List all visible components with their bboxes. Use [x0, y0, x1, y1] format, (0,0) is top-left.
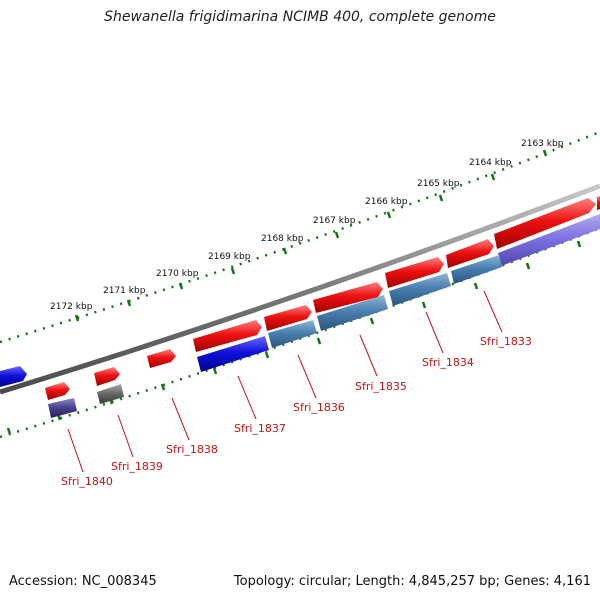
- genome-summary: Topology: circular; Length: 4,845,257 bp…: [233, 574, 591, 589]
- scale-label: 2169 kbp: [208, 252, 251, 262]
- forward-gene-arrow: [147, 349, 176, 368]
- scale-label: 2167 kbp: [313, 216, 356, 226]
- gene-label: Sfri_1837: [234, 422, 286, 435]
- scale-label: 2163 kbp: [521, 139, 564, 149]
- gene-label: Sfri_1840: [61, 475, 113, 488]
- scale-label: 2171 kbp: [103, 286, 146, 296]
- reverse-gene-arrow: [197, 336, 269, 372]
- forward-gene-arrow: [313, 282, 383, 313]
- gene-label: Sfri_1833: [480, 335, 532, 348]
- forward-gene-arrow: [45, 382, 70, 400]
- reverse-cds-feature: [48, 398, 77, 418]
- forward-gene-arrow: [264, 305, 312, 331]
- reverse-cds-feature: [498, 214, 600, 266]
- gene-label: Sfri_1839: [111, 460, 163, 473]
- reverse-cds-feature: [317, 295, 388, 331]
- scale-label: 2168 kbp: [261, 234, 304, 244]
- forward-gene-arrow: [385, 257, 444, 288]
- scale-label: 2166 kbp: [365, 197, 408, 207]
- reverse-cds-feature: [389, 273, 451, 306]
- forward-gene-arrow: [193, 320, 262, 352]
- gene-label: Sfri_1835: [355, 380, 407, 393]
- label-leaders: [67, 290, 503, 473]
- gene-label: Sfri_1836: [293, 401, 345, 414]
- scale-major-ticks: [74, 149, 548, 322]
- scale-label: 2164 kbp: [469, 158, 512, 168]
- reverse-cds-feature: [97, 384, 124, 404]
- forward-gene-arrow: [494, 198, 596, 249]
- accession-label: Accession: NC_008345: [9, 574, 157, 589]
- reverse-gene-arrow: [0, 366, 27, 387]
- scale-ruler: [0, 130, 600, 344]
- reverse-cds-feature: [268, 320, 317, 348]
- scale-label: 2172 kbp: [50, 302, 93, 312]
- genome-backbone: [0, 183, 600, 395]
- gene-label: Sfri_1834: [422, 356, 474, 369]
- inner-major-ticks: [6, 240, 582, 435]
- scale-label: 2165 kbp: [417, 179, 460, 189]
- forward-gene-arrow: [446, 239, 494, 268]
- forward-gene-arrow: [597, 196, 600, 210]
- gene-label: Sfri_1838: [166, 443, 218, 456]
- inner-scale-ruler: [0, 226, 600, 439]
- map-title: Shewanella frigidimarina NCIMB 400, comp…: [104, 9, 496, 25]
- forward-gene-arrow: [94, 367, 120, 386]
- reverse-cds-feature: [451, 255, 502, 284]
- scale-label: 2170 kbp: [156, 269, 199, 279]
